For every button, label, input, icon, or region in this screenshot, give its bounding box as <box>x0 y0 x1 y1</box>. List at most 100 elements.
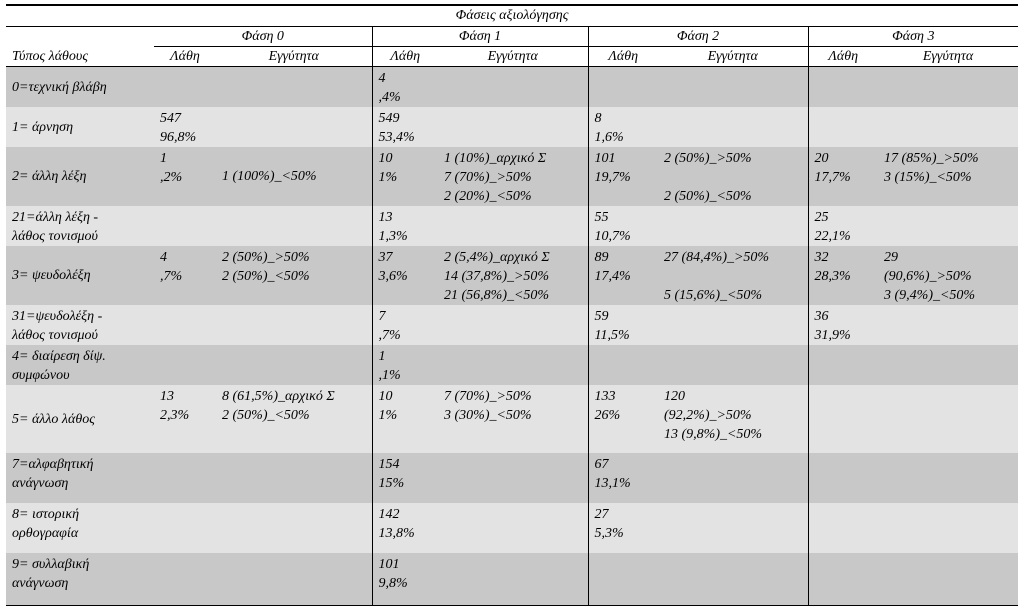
cell-text: 101 <box>378 557 400 572</box>
table-row: 5= άλλο λάθος 13 2,3% 8 (61,5%)_αρχικό Σ 2 (… <box>6 385 1019 453</box>
phase-3-errors-cell <box>807 503 878 553</box>
phase-0-proximity-cell <box>216 66 372 107</box>
cell-text: 7=αλφαβητική <box>12 457 94 472</box>
error-type-cell: 21=άλλη λέξη - λάθος τονισμού <box>6 206 154 246</box>
phase-2-proximity-cell <box>658 107 808 147</box>
cell-text: 7 (70%)_>50% <box>444 170 532 185</box>
phase-1-proximity-cell: 1 (10%)_αρχικό Σ 7 (70%)_>50% 2 (20%)_<50% <box>438 147 588 206</box>
cell-text: 1 <box>160 151 167 166</box>
cell-text: 27 <box>594 507 609 522</box>
cell-text: ,2% <box>160 170 183 185</box>
table-row: 4= διαίρεση δίψ. συμφώνου 1,1% <box>6 345 1019 385</box>
blank-header-cell <box>6 27 154 47</box>
phase-2-proximity-cell <box>658 553 808 606</box>
error-type-cell: 4= διαίρεση δίψ. συμφώνου <box>6 345 154 385</box>
phase-0-errors-cell: 1,2% <box>154 147 216 206</box>
cell-text: ανάγνωση <box>12 476 69 491</box>
phase-3-header: Φάση 3 <box>807 26 1019 47</box>
cell-text: 101 <box>594 151 616 166</box>
error-type-cell: 1= άρνηση <box>6 107 154 147</box>
phase-2-proximity-cell <box>658 305 808 345</box>
phase-3-proximity-cell: 29 (90,6%)_>50% 3 (9,4%)_<50% <box>878 246 1019 305</box>
cell-text: 0=τεχνική βλάβη <box>12 79 107 95</box>
phase-0-proximity-cell <box>216 453 372 503</box>
cell-text: 13,1% <box>594 476 631 491</box>
cell-text: 27 (84,4%)_>50% <box>664 250 770 265</box>
cell-text <box>664 267 802 286</box>
phase-1-proximity-cell: 7 (70%)_>50% 3 (30%)_<50% <box>438 385 588 453</box>
col-prob-header: Εγγύτητα <box>878 46 1019 67</box>
cell-text: 1% <box>378 408 398 423</box>
phase-2-errors-cell <box>587 553 658 606</box>
table-row: 0=τεχνική βλάβη 4,4% <box>6 66 1019 107</box>
phase-2-errors-cell: 133 26% <box>587 385 658 453</box>
phase-1-proximity-cell <box>438 107 588 147</box>
cell-text: 21=άλλη λέξη - <box>12 210 99 225</box>
cell-text: ορθογραφία <box>12 526 79 541</box>
phase-0-errors-cell <box>154 345 216 385</box>
phase-1-proximity-cell <box>438 345 588 385</box>
cell-text: ,7% <box>378 328 401 343</box>
phase-1-proximity-cell <box>438 206 588 246</box>
cell-text: 9,8% <box>378 576 408 591</box>
phase-1-proximity-cell <box>438 503 588 553</box>
phase-3-errors-cell: 32 28,3% <box>807 246 878 305</box>
cell-text: 3 (30%)_<50% <box>444 408 532 423</box>
phase-1-proximity-cell <box>438 453 588 503</box>
col-prob-header: Εγγύτητα <box>658 46 808 67</box>
cell-text: 89 <box>594 250 609 265</box>
cell-text: 120 <box>664 389 685 404</box>
cell-text: 4 <box>378 71 386 86</box>
phase-0-errors-cell: 4,7% <box>154 246 216 305</box>
cell-text: 1 (100%)_<50% <box>222 169 317 184</box>
phase-1-errors-cell: 4,4% <box>371 66 438 107</box>
phase-1-errors-cell: 142 13,8% <box>371 503 438 553</box>
phase-0-proximity-cell <box>216 553 372 606</box>
phase-2-errors-cell: 27 5,3% <box>587 503 658 553</box>
phase-3-proximity-cell <box>878 553 1019 606</box>
cell-text: λάθος τονισμού <box>12 229 98 244</box>
cell-text: 17 (85%)_>50% <box>884 151 979 166</box>
cell-text: 1,3% <box>378 229 408 244</box>
cell-text: 13 <box>160 389 174 404</box>
cell-text: 1 (10%)_αρχικό Σ <box>444 151 547 166</box>
error-analysis-table: Φάσεις αξιολόγησης Φάση 0 Φάση 1 Φάση 2 … <box>6 4 1019 606</box>
phase-0-proximity-cell <box>216 107 372 147</box>
cell-text: 17,4% <box>594 269 631 284</box>
phase-0-errors-cell <box>154 503 216 553</box>
phase-3-proximity-cell <box>878 345 1019 385</box>
cell-text: 4 <box>160 250 167 265</box>
phase-2-proximity-cell: 120 (92,2%)_>50% 13 (9,8%)_<50% <box>658 385 808 453</box>
phase-2-header: Φάση 2 <box>587 26 808 47</box>
phase-1-errors-cell: 154 15% <box>371 453 438 503</box>
phase-2-errors-cell: 59 11,5% <box>587 305 658 345</box>
col-errors-header: Λάθη <box>154 46 216 67</box>
cell-text: 3 (15%)_<50% <box>884 170 972 185</box>
error-type-cell: 5= άλλο λάθος <box>6 385 154 453</box>
table-row: 21=άλλη λέξη - λάθος τονισμού 13 1,3% 55 10,7… <box>6 206 1019 246</box>
table-row: 31=ψευδολέξη - λάθος τονισμού 7,7% 59 11,5% 3… <box>6 305 1019 345</box>
cell-text: 2 (50%)_<50% <box>222 408 310 423</box>
column-header-row: Τύπος λάθους Λάθη Εγγύτητα Λάθη Εγγύτητα… <box>6 46 1019 67</box>
table-row: 2= άλλη λέξη 1,2% 1 (100%)_<50% 10 1% 1 (10%)… <box>6 147 1019 206</box>
cell-text: 2 (50%)_<50% <box>222 269 310 284</box>
phase-2-proximity-cell <box>658 453 808 503</box>
cell-text: 9= συλλαβική <box>12 557 90 572</box>
col-prob-header: Εγγύτητα <box>438 46 588 67</box>
cell-text: 1= άρνηση <box>12 119 74 135</box>
phase-2-errors-cell: 55 10,7% <box>587 206 658 246</box>
cell-text: 13,8% <box>378 526 415 541</box>
cell-text: 15% <box>378 476 405 491</box>
phase-3-errors-cell <box>807 66 878 107</box>
error-type-cell: 9= συλλαβική ανάγνωση <box>6 553 154 606</box>
cell-text: 25 <box>814 210 829 225</box>
cell-text: 4= διαίρεση δίψ. <box>12 349 106 364</box>
cell-text: 22,1% <box>814 229 851 244</box>
table-row: 3= ψευδολέξη 4,7% 2 (50%)_>50% 2 (50%)_<50%… <box>6 246 1019 305</box>
cell-text: 154 <box>378 457 400 472</box>
phase-1-errors-cell: 7,7% <box>371 305 438 345</box>
cell-text: ,1% <box>378 368 401 383</box>
table-row: 9= συλλαβική ανάγνωση 101 9,8% <box>6 553 1019 606</box>
phase-2-errors-cell: 67 13,1% <box>587 453 658 503</box>
error-type-cell: 2= άλλη λέξη <box>6 147 154 206</box>
